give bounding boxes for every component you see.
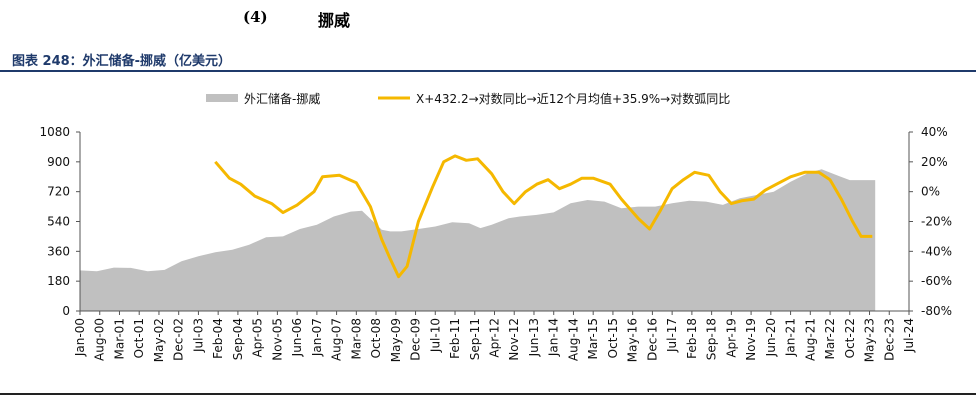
chart-caption: 图表 248：外汇储备-挪威（亿美元） [12, 54, 232, 69]
x-tick-label: May-23 [863, 318, 877, 362]
x-tick-label: Dec-16 [645, 318, 659, 361]
x-tick-label: Aug-21 [803, 318, 817, 361]
y-right-tick-label: -60% [921, 274, 952, 288]
x-tick-label: Apr-12 [488, 318, 502, 358]
x-tick-label: May-09 [389, 318, 403, 362]
x-tick-label: Dec-09 [409, 318, 423, 361]
x-tick-label: Jun-20 [764, 318, 778, 357]
x-tick-label: Oct-22 [843, 318, 857, 358]
line-path [214, 154, 873, 279]
x-tick-label: Apr-19 [724, 318, 738, 358]
x-tick-label: Jul-03 [191, 318, 205, 353]
x-tick-label: Jun-06 [290, 318, 304, 357]
y-right-tick-label: -80% [921, 304, 952, 318]
x-tick-label: Oct-01 [132, 318, 146, 358]
x-tick-label: Mar-01 [113, 318, 127, 359]
x-tick-label: May-02 [152, 318, 166, 362]
x-tick-label: Jul-10 [428, 318, 442, 353]
x-tick-label: Apr-05 [251, 318, 265, 358]
x-tick-label: Sep-18 [705, 318, 719, 360]
x-tick-label: Oct-15 [606, 318, 620, 358]
x-tick-label: Jan-14 [547, 318, 561, 357]
x-tick-label: May-16 [626, 318, 640, 362]
x-tick-label: Dec-23 [882, 318, 896, 361]
y-left-tick-label: 900 [47, 155, 70, 169]
legend-label-area: 外汇储备-挪威 [244, 91, 320, 106]
chart: 外汇储备-挪威 X+432.2→对数同比→近12个月均值+35.9%→对数弧同比… [39, 91, 952, 362]
x-tick-label: Feb-04 [211, 318, 225, 359]
section-title: 挪威 [318, 11, 351, 30]
legend: 外汇储备-挪威 X+432.2→对数同比→近12个月均值+35.9%→对数弧同比 [206, 91, 730, 106]
x-tick-label: Nov-05 [270, 318, 284, 361]
y-right-tick-label: 0% [921, 185, 940, 199]
x-tick-label: Oct-08 [369, 318, 383, 358]
x-tick-label: Dec-02 [172, 318, 186, 361]
x-tick-label: Feb-18 [685, 318, 699, 359]
y-right-tick-label: -40% [921, 244, 952, 258]
y-left-tick-label: 720 [47, 185, 70, 199]
section-heading: (4) 挪威 [0, 6, 976, 30]
y-left-tick-label: 360 [47, 244, 70, 258]
axes: 1080 900 720 540 360 180 0 40% 20% 0% -20% -40% -60%… [39, 125, 952, 362]
x-tick-label: Jan-07 [310, 318, 324, 357]
y-left-tick-label: 1080 [39, 125, 70, 139]
y-left-tick-label: 0 [62, 304, 70, 318]
x-tick-label: Mar-15 [586, 318, 600, 359]
area-series [80, 169, 876, 311]
line-series [214, 154, 873, 279]
x-tick-label: Aug-14 [567, 318, 581, 361]
x-tick-label: Jul-17 [665, 318, 679, 353]
x-tick-label: Jul-24 [902, 318, 916, 353]
x-tick-label: Jan-00 [73, 318, 87, 357]
y-left-tick-label: 540 [47, 215, 70, 229]
x-tick-label: Aug-07 [330, 318, 344, 361]
x-tick-label: Feb-11 [448, 318, 462, 359]
x-tick-label: Nov-19 [744, 318, 758, 361]
y-right-tick-label: 40% [921, 125, 948, 139]
x-tick-label: Mar-08 [349, 318, 363, 359]
x-tick-label: Mar-22 [823, 318, 837, 359]
caption-rule [0, 70, 976, 72]
x-tick-label: Jun-13 [527, 318, 541, 357]
area-fill [80, 169, 876, 311]
legend-swatch-area [206, 94, 238, 102]
x-tick-label: Nov-12 [507, 318, 521, 361]
y-right-tick-label: 20% [921, 155, 948, 169]
y-left-tick-label: 180 [47, 274, 70, 288]
legend-label-line: X+432.2→对数同比→近12个月均值+35.9%→对数弧同比 [416, 91, 730, 106]
x-tick-label: Sep-04 [231, 318, 245, 360]
x-tick-label: Sep-11 [468, 318, 482, 360]
y-right-tick-label: -20% [921, 215, 952, 229]
x-tick-label: Aug-00 [93, 318, 107, 361]
x-tick-label: Jan-21 [784, 318, 798, 357]
section-number: (4) [243, 8, 268, 26]
bottom-rule [0, 393, 976, 395]
